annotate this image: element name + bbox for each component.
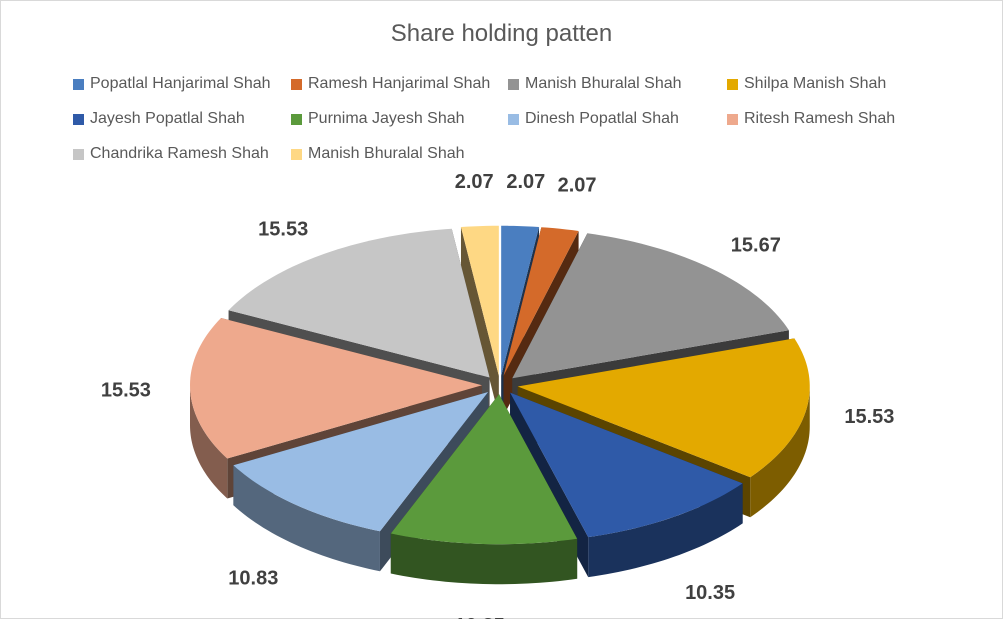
legend-swatch (73, 78, 84, 90)
legend-item-ramesh-hanjarimal-shah: Ramesh Hanjarimal Shah (291, 75, 490, 93)
legend-item-manish-bhuralal-shah: Manish Bhuralal Shah (508, 75, 682, 93)
slice-rim (750, 386, 810, 518)
chart-legend: Popatlal Hanjarimal Shah Ramesh Hanjarima… (0, 0, 1003, 175)
data-label-jayesh-popatlal-shah: 10.35 (685, 582, 735, 604)
legend-swatch (727, 78, 738, 90)
legend-label: Jayesh Popatlal Shah (90, 110, 245, 127)
slice-manish-bhuralal-shah (512, 233, 789, 379)
slice-jayesh-popatlal-shah (510, 392, 743, 538)
legend-label: Shilpa Manish Shah (744, 75, 887, 92)
legend-label: Popatlal Hanjarimal Shah (90, 75, 271, 92)
data-label-purnima-jayesh-shah: 10.35 (455, 615, 505, 619)
slice-ritesh-ramesh-shah (190, 317, 483, 459)
legend-swatch (291, 113, 302, 125)
legend-label: Manish Bhuralal Shah (525, 75, 682, 92)
legend-item-dinesh-popatlal-shah: Dinesh Popatlal Shah (508, 110, 679, 128)
legend-swatch (291, 148, 302, 160)
slice-rim (190, 385, 228, 499)
data-label-chandrika-ramesh-shah: 15.53 (258, 218, 308, 240)
chart-title: Share holding patten (390, 20, 613, 47)
slice-side-manish-bhuralal-shah (460, 227, 499, 416)
legend-label: Ramesh Hanjarimal Shah (308, 75, 491, 92)
legend-item-ritesh-ramesh-shah: Ritesh Ramesh Shah (727, 110, 895, 128)
legend-item-manish-bhuralal-shah: Manish Bhuralal Shah (291, 145, 465, 163)
legend-swatch (727, 113, 738, 125)
legend-swatch (73, 148, 84, 160)
data-label-shilpa-manish-shah: 15.53 (844, 406, 894, 428)
legend-item-popatlal-hanjarimal-shah: Popatlal Hanjarimal Shah (73, 75, 271, 93)
slice-chandrika-ramesh-shah (228, 228, 490, 378)
slice-manish-bhuralal-shah (460, 225, 499, 376)
data-label-manish-bhuralal-shah: 15.67 (731, 235, 781, 257)
data-label-manish-bhuralal-shah: 2.07 (455, 171, 494, 193)
legend-label: Manish Bhuralal Shah (308, 145, 465, 162)
legend-label: Ritesh Ramesh Shah (744, 110, 896, 127)
slice-popatlal-hanjarimal-shah (501, 225, 540, 376)
slice-rim (390, 533, 578, 585)
slice-ramesh-hanjarimal-shah (503, 227, 579, 376)
legend-item-jayesh-popatlal-shah: Jayesh Popatlal Shah (73, 110, 245, 128)
data-label-popatlal-hanjarimal-shah: 2.07 (506, 171, 545, 193)
legend-item-chandrika-ramesh-shah: Chandrika Ramesh Shah (73, 145, 269, 163)
data-label-ramesh-hanjarimal-shah: 2.07 (558, 175, 597, 197)
legend-item-shilpa-manish-shah: Shilpa Manish Shah (727, 75, 886, 93)
legend-swatch (508, 113, 519, 125)
legend-item-purnima-jayesh-shah: Purnima Jayesh Shah (291, 110, 465, 128)
legend-swatch (73, 113, 84, 125)
legend-swatch (508, 78, 519, 90)
slice-shilpa-manish-shah (517, 338, 810, 478)
slice-rim (233, 465, 380, 572)
legend-label: Dinesh Popatlal Shah (525, 110, 679, 127)
slice-purnima-jayesh-shah (390, 394, 578, 545)
legend-swatch (291, 78, 302, 90)
slice-rim (588, 483, 743, 578)
legend-label: Purnima Jayesh Shah (308, 110, 465, 127)
slice-wall (460, 227, 499, 416)
slice-dinesh-popatlal-shah (233, 391, 489, 532)
legend-label: Chandrika Ramesh Shah (90, 145, 269, 162)
data-label-ritesh-ramesh-shah: 15.53 (101, 379, 151, 401)
data-label-dinesh-popatlal-shah: 10.83 (228, 568, 278, 590)
